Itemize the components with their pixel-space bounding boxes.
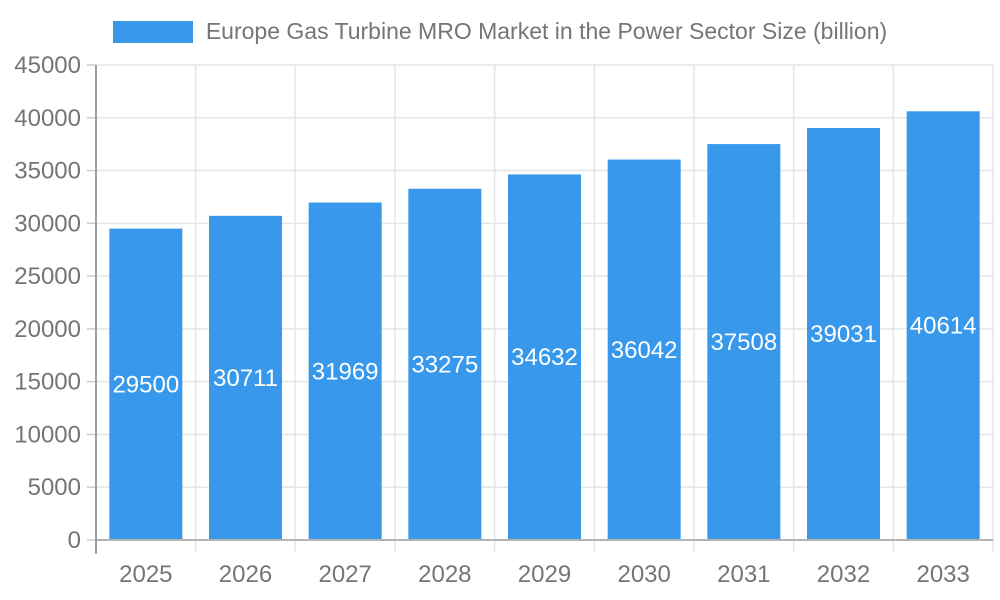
y-axis-tick-label: 30000 [14,210,81,237]
x-axis-tick-label-2029: 2029 [518,561,571,588]
bar-2033[interactable] [906,111,980,541]
y-axis-tick-label: 45000 [14,52,81,79]
bar-value-label-2026: 30711 [213,365,278,392]
y-axis-tick-label: 25000 [14,263,81,290]
x-axis-tick-label-2026: 2026 [219,561,272,588]
bar-2028[interactable] [408,188,482,540]
bar-2032[interactable] [807,128,880,540]
bar-value-label-2029: 34632 [511,344,578,371]
chart-legend: Europe Gas Turbine MRO Market in the Pow… [0,18,1000,45]
legend-color-swatch [112,20,193,43]
x-axis-tick-label-2032: 2032 [817,561,870,588]
bar-2030[interactable] [607,159,681,540]
bar-value-label-2025: 29500 [112,371,179,398]
x-axis-tick-label-2033: 2033 [916,561,969,588]
x-axis-tick-label-2030: 2030 [617,561,670,588]
bar-2027[interactable] [308,202,382,540]
x-axis-tick-label-2025: 2025 [119,561,172,588]
y-axis-tick-label: 40000 [14,105,81,132]
x-axis-tick-label-2028: 2028 [418,561,471,588]
bar-2025[interactable] [109,228,183,540]
x-axis-tick-label-2027: 2027 [318,561,371,588]
bar-value-label-2033: 40614 [910,313,977,340]
bar-value-label-2032: 39031 [810,321,877,348]
y-axis-tick-label: 15000 [14,369,81,396]
y-axis-tick-label: 20000 [14,316,81,343]
bar-value-label-2028: 33275 [411,351,478,378]
legend-series-label: Europe Gas Turbine MRO Market in the Pow… [205,18,888,44]
y-axis-tick-label: 35000 [14,158,81,185]
bar-2026[interactable] [209,215,282,540]
y-axis-tick-label: 5000 [28,474,81,501]
bar-2031[interactable] [707,144,781,541]
bar-2029[interactable] [508,174,581,540]
bar-value-label-2030: 36042 [611,337,678,364]
bar-value-label-2027: 31969 [312,358,379,385]
y-axis-tick-label: 0 [68,527,81,554]
x-axis-tick-label-2031: 2031 [717,561,770,588]
y-axis-tick-label: 10000 [14,421,81,448]
bar-value-label-2031: 37508 [710,329,777,356]
